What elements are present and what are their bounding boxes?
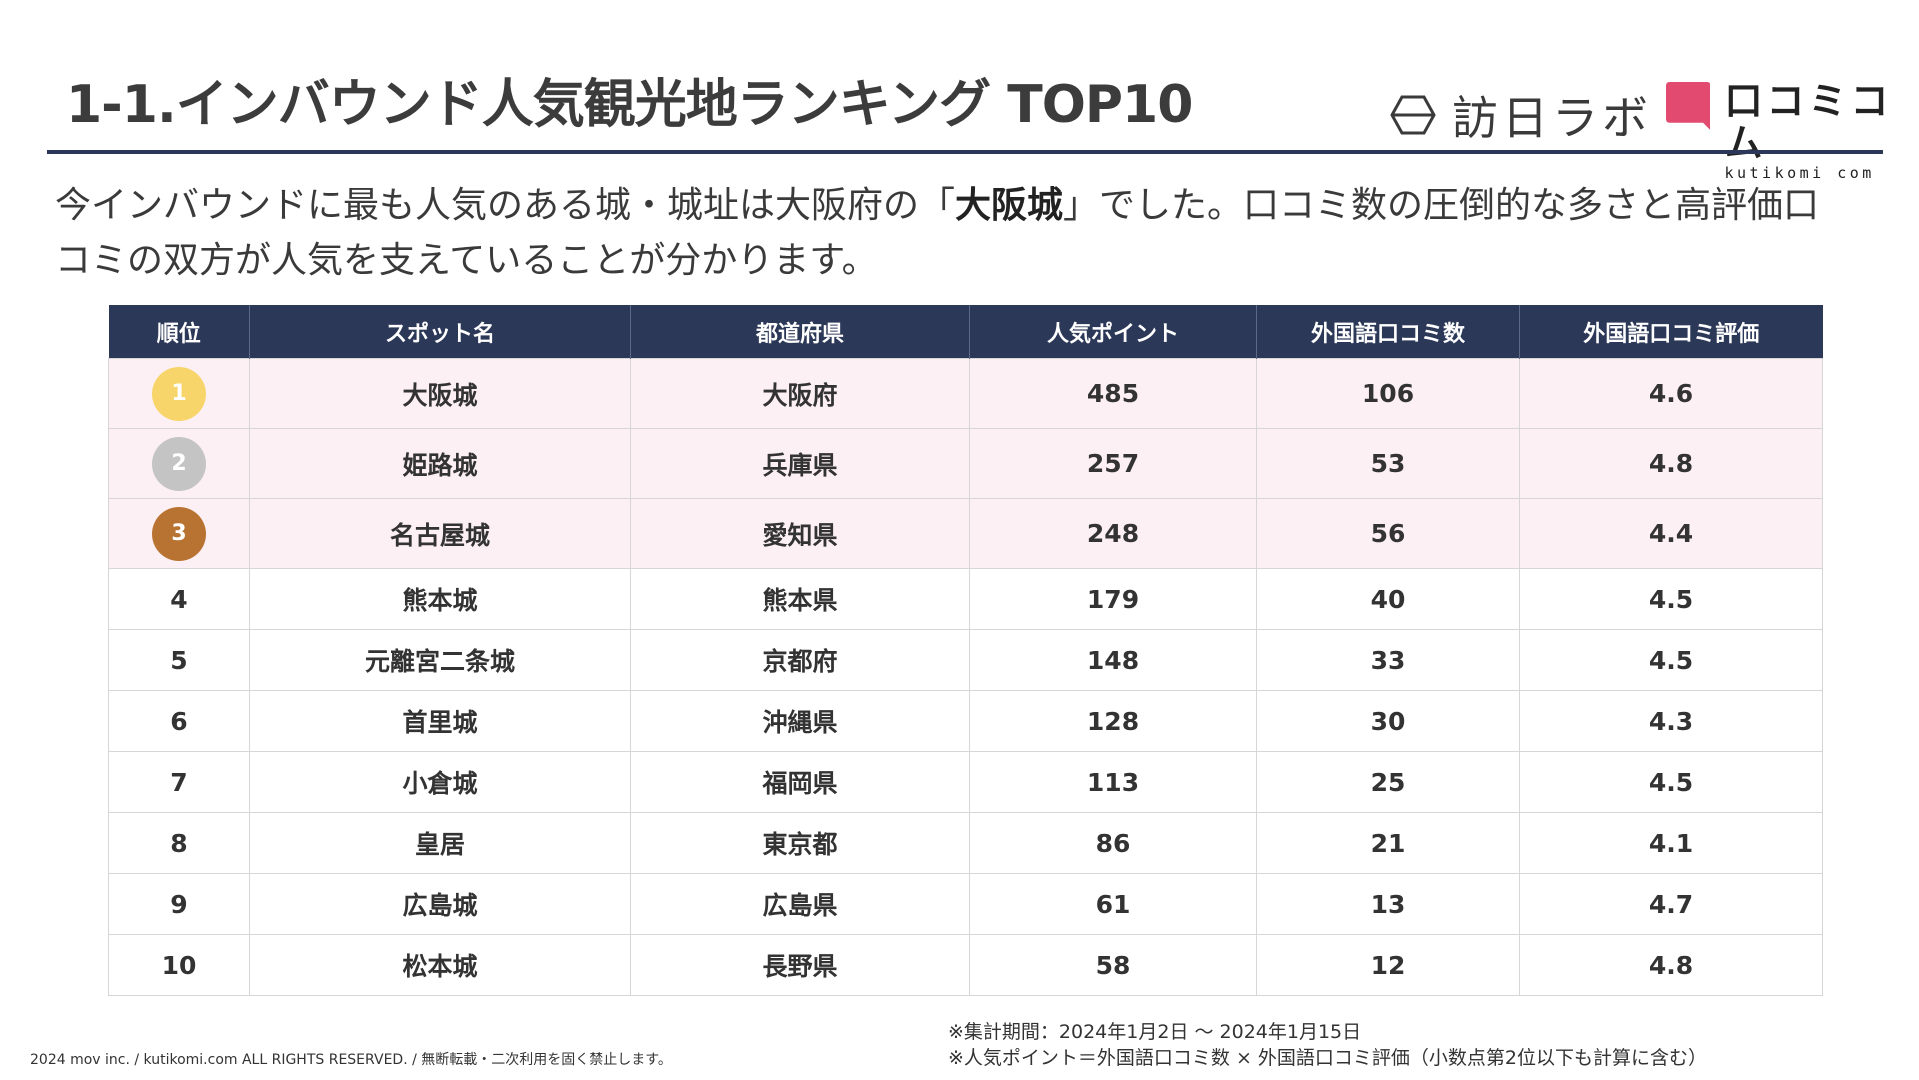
header-spot-name: スポット名 bbox=[249, 305, 631, 359]
lead-paragraph: 今インバウンドに最も人気のある城・城址は大阪府の「大阪城」でした。口コミ数の圧倒… bbox=[55, 178, 1855, 288]
table-row: 3 名古屋城 愛知県 248 56 4.4 bbox=[108, 498, 1823, 569]
cell-prefecture: 京都府 bbox=[630, 629, 970, 691]
cell-prefecture: 愛知県 bbox=[630, 498, 970, 569]
cell-spot-name: 元離宮二条城 bbox=[249, 629, 631, 691]
kutikomi-logo-subtext: kutikomi com bbox=[1724, 164, 1875, 182]
table-row: 4 熊本城 熊本県 179 40 4.5 bbox=[108, 568, 1823, 630]
title-divider bbox=[47, 150, 1883, 154]
cell-popularity-points: 257 bbox=[969, 428, 1257, 499]
cell-spot-name: 姫路城 bbox=[249, 428, 631, 499]
header-rank: 順位 bbox=[108, 305, 250, 359]
header-review-rating: 外国語口コミ評価 bbox=[1519, 305, 1823, 359]
cell-popularity-points: 113 bbox=[969, 751, 1257, 813]
kutikomi-logo: 口コミコム kutikomi com bbox=[1666, 80, 1919, 182]
cell-rank: 8 bbox=[108, 812, 250, 874]
popularity-formula-note: ※人気ポイント＝外国語口コミ数 × 外国語口コミ評価（小数点第2位以下も計算に含… bbox=[948, 1047, 1708, 1069]
rank-medal-badge: 1 bbox=[152, 366, 206, 421]
cell-prefecture: 熊本県 bbox=[630, 568, 970, 630]
table-row: 10 松本城 長野県 58 12 4.8 bbox=[108, 934, 1823, 996]
cell-prefecture: 東京都 bbox=[630, 812, 970, 874]
cell-popularity-points: 485 bbox=[969, 358, 1257, 429]
cell-review-count: 106 bbox=[1256, 358, 1520, 429]
header-popularity-points: 人気ポイント bbox=[969, 305, 1257, 359]
cell-spot-name: 大阪城 bbox=[249, 358, 631, 429]
cell-review-rating: 4.8 bbox=[1519, 934, 1823, 996]
homon-lab-logo-text: 訪日ラボ bbox=[1452, 91, 1652, 145]
cell-review-count: 13 bbox=[1256, 873, 1520, 935]
cell-rank: 2 bbox=[108, 428, 250, 499]
table-row: 6 首里城 沖縄県 128 30 4.3 bbox=[108, 690, 1823, 752]
cell-review-rating: 4.3 bbox=[1519, 690, 1823, 752]
cell-popularity-points: 86 bbox=[969, 812, 1257, 874]
cell-review-count: 25 bbox=[1256, 751, 1520, 813]
hexagon-logo-icon bbox=[1390, 95, 1436, 135]
cell-popularity-points: 61 bbox=[969, 873, 1257, 935]
rank-medal-badge: 2 bbox=[152, 436, 206, 491]
cell-spot-name: 皇居 bbox=[249, 812, 631, 874]
cell-review-count: 30 bbox=[1256, 690, 1520, 752]
cell-review-count: 21 bbox=[1256, 812, 1520, 874]
table-row: 7 小倉城 福岡県 113 25 4.5 bbox=[108, 751, 1823, 813]
cell-rank: 6 bbox=[108, 690, 250, 752]
lead-text-after: 」でした。口コミ数の圧倒的な多さと高評価口コミの双方が人気を支えていることが分か… bbox=[55, 185, 1820, 281]
cell-spot-name: 首里城 bbox=[249, 690, 631, 752]
cell-rank: 7 bbox=[108, 751, 250, 813]
cell-rank: 4 bbox=[108, 568, 250, 630]
cell-rank: 1 bbox=[108, 358, 250, 429]
cell-rank: 5 bbox=[108, 629, 250, 691]
cell-review-rating: 4.1 bbox=[1519, 812, 1823, 874]
cell-review-count: 53 bbox=[1256, 428, 1520, 499]
cell-review-rating: 4.5 bbox=[1519, 629, 1823, 691]
cell-review-rating: 4.6 bbox=[1519, 358, 1823, 429]
cell-prefecture: 沖縄県 bbox=[630, 690, 970, 752]
cell-popularity-points: 128 bbox=[969, 690, 1257, 752]
table-row: 5 元離宮二条城 京都府 148 33 4.5 bbox=[108, 629, 1823, 691]
rank-medal-badge: 3 bbox=[152, 506, 206, 561]
aggregation-period-note: ※集計期間：2024年1月2日 〜 2024年1月15日 bbox=[948, 1021, 1362, 1043]
cell-review-rating: 4.5 bbox=[1519, 568, 1823, 630]
cell-prefecture: 福岡県 bbox=[630, 751, 970, 813]
header-review-count: 外国語口コミ数 bbox=[1256, 305, 1520, 359]
page-title: 1-1.インバウンド人気観光地ランキング TOP10 bbox=[66, 75, 1193, 135]
cell-prefecture: 大阪府 bbox=[630, 358, 970, 429]
cell-prefecture: 広島県 bbox=[630, 873, 970, 935]
cell-spot-name: 熊本城 bbox=[249, 568, 631, 630]
cell-popularity-points: 58 bbox=[969, 934, 1257, 996]
table-row: 8 皇居 東京都 86 21 4.1 bbox=[108, 812, 1823, 874]
cell-review-count: 56 bbox=[1256, 498, 1520, 569]
lead-text-before: 今インバウンドに最も人気のある城・城址は大阪府の「 bbox=[55, 185, 956, 226]
cell-spot-name: 小倉城 bbox=[249, 751, 631, 813]
kutikomi-logo-text: 口コミコム bbox=[1724, 79, 1893, 165]
cell-prefecture: 兵庫県 bbox=[630, 428, 970, 499]
cell-review-count: 12 bbox=[1256, 934, 1520, 996]
cell-popularity-points: 179 bbox=[969, 568, 1257, 630]
cell-review-count: 33 bbox=[1256, 629, 1520, 691]
cell-review-rating: 4.8 bbox=[1519, 428, 1823, 499]
cell-rank: 10 bbox=[108, 934, 250, 996]
table-row: 1 大阪城 大阪府 485 106 4.6 bbox=[108, 358, 1823, 429]
cell-rank: 9 bbox=[108, 873, 250, 935]
cell-review-rating: 4.4 bbox=[1519, 498, 1823, 569]
table-row: 9 広島城 広島県 61 13 4.7 bbox=[108, 873, 1823, 935]
header-prefecture: 都道府県 bbox=[630, 305, 970, 359]
table-row: 2 姫路城 兵庫県 257 53 4.8 bbox=[108, 428, 1823, 499]
cell-rank: 3 bbox=[108, 498, 250, 569]
cell-popularity-points: 148 bbox=[969, 629, 1257, 691]
cell-popularity-points: 248 bbox=[969, 498, 1257, 569]
cell-spot-name: 広島城 bbox=[249, 873, 631, 935]
speech-bubble-logo-icon bbox=[1666, 81, 1711, 131]
cell-review-count: 40 bbox=[1256, 568, 1520, 630]
cell-review-rating: 4.7 bbox=[1519, 873, 1823, 935]
cell-prefecture: 長野県 bbox=[630, 934, 970, 996]
lead-highlight: 大阪城 bbox=[955, 185, 1064, 226]
cell-spot-name: 名古屋城 bbox=[249, 498, 631, 569]
copyright-footer: 2024 mov inc. / kutikomi.com ALL RIGHTS … bbox=[30, 1052, 672, 1068]
homon-lab-logo: 訪日ラボ bbox=[1390, 82, 1652, 148]
table-header-row: 順位 スポット名 都道府県 人気ポイント 外国語口コミ数 外国語口コミ評価 bbox=[108, 305, 1823, 359]
cell-review-rating: 4.5 bbox=[1519, 751, 1823, 813]
cell-spot-name: 松本城 bbox=[249, 934, 631, 996]
